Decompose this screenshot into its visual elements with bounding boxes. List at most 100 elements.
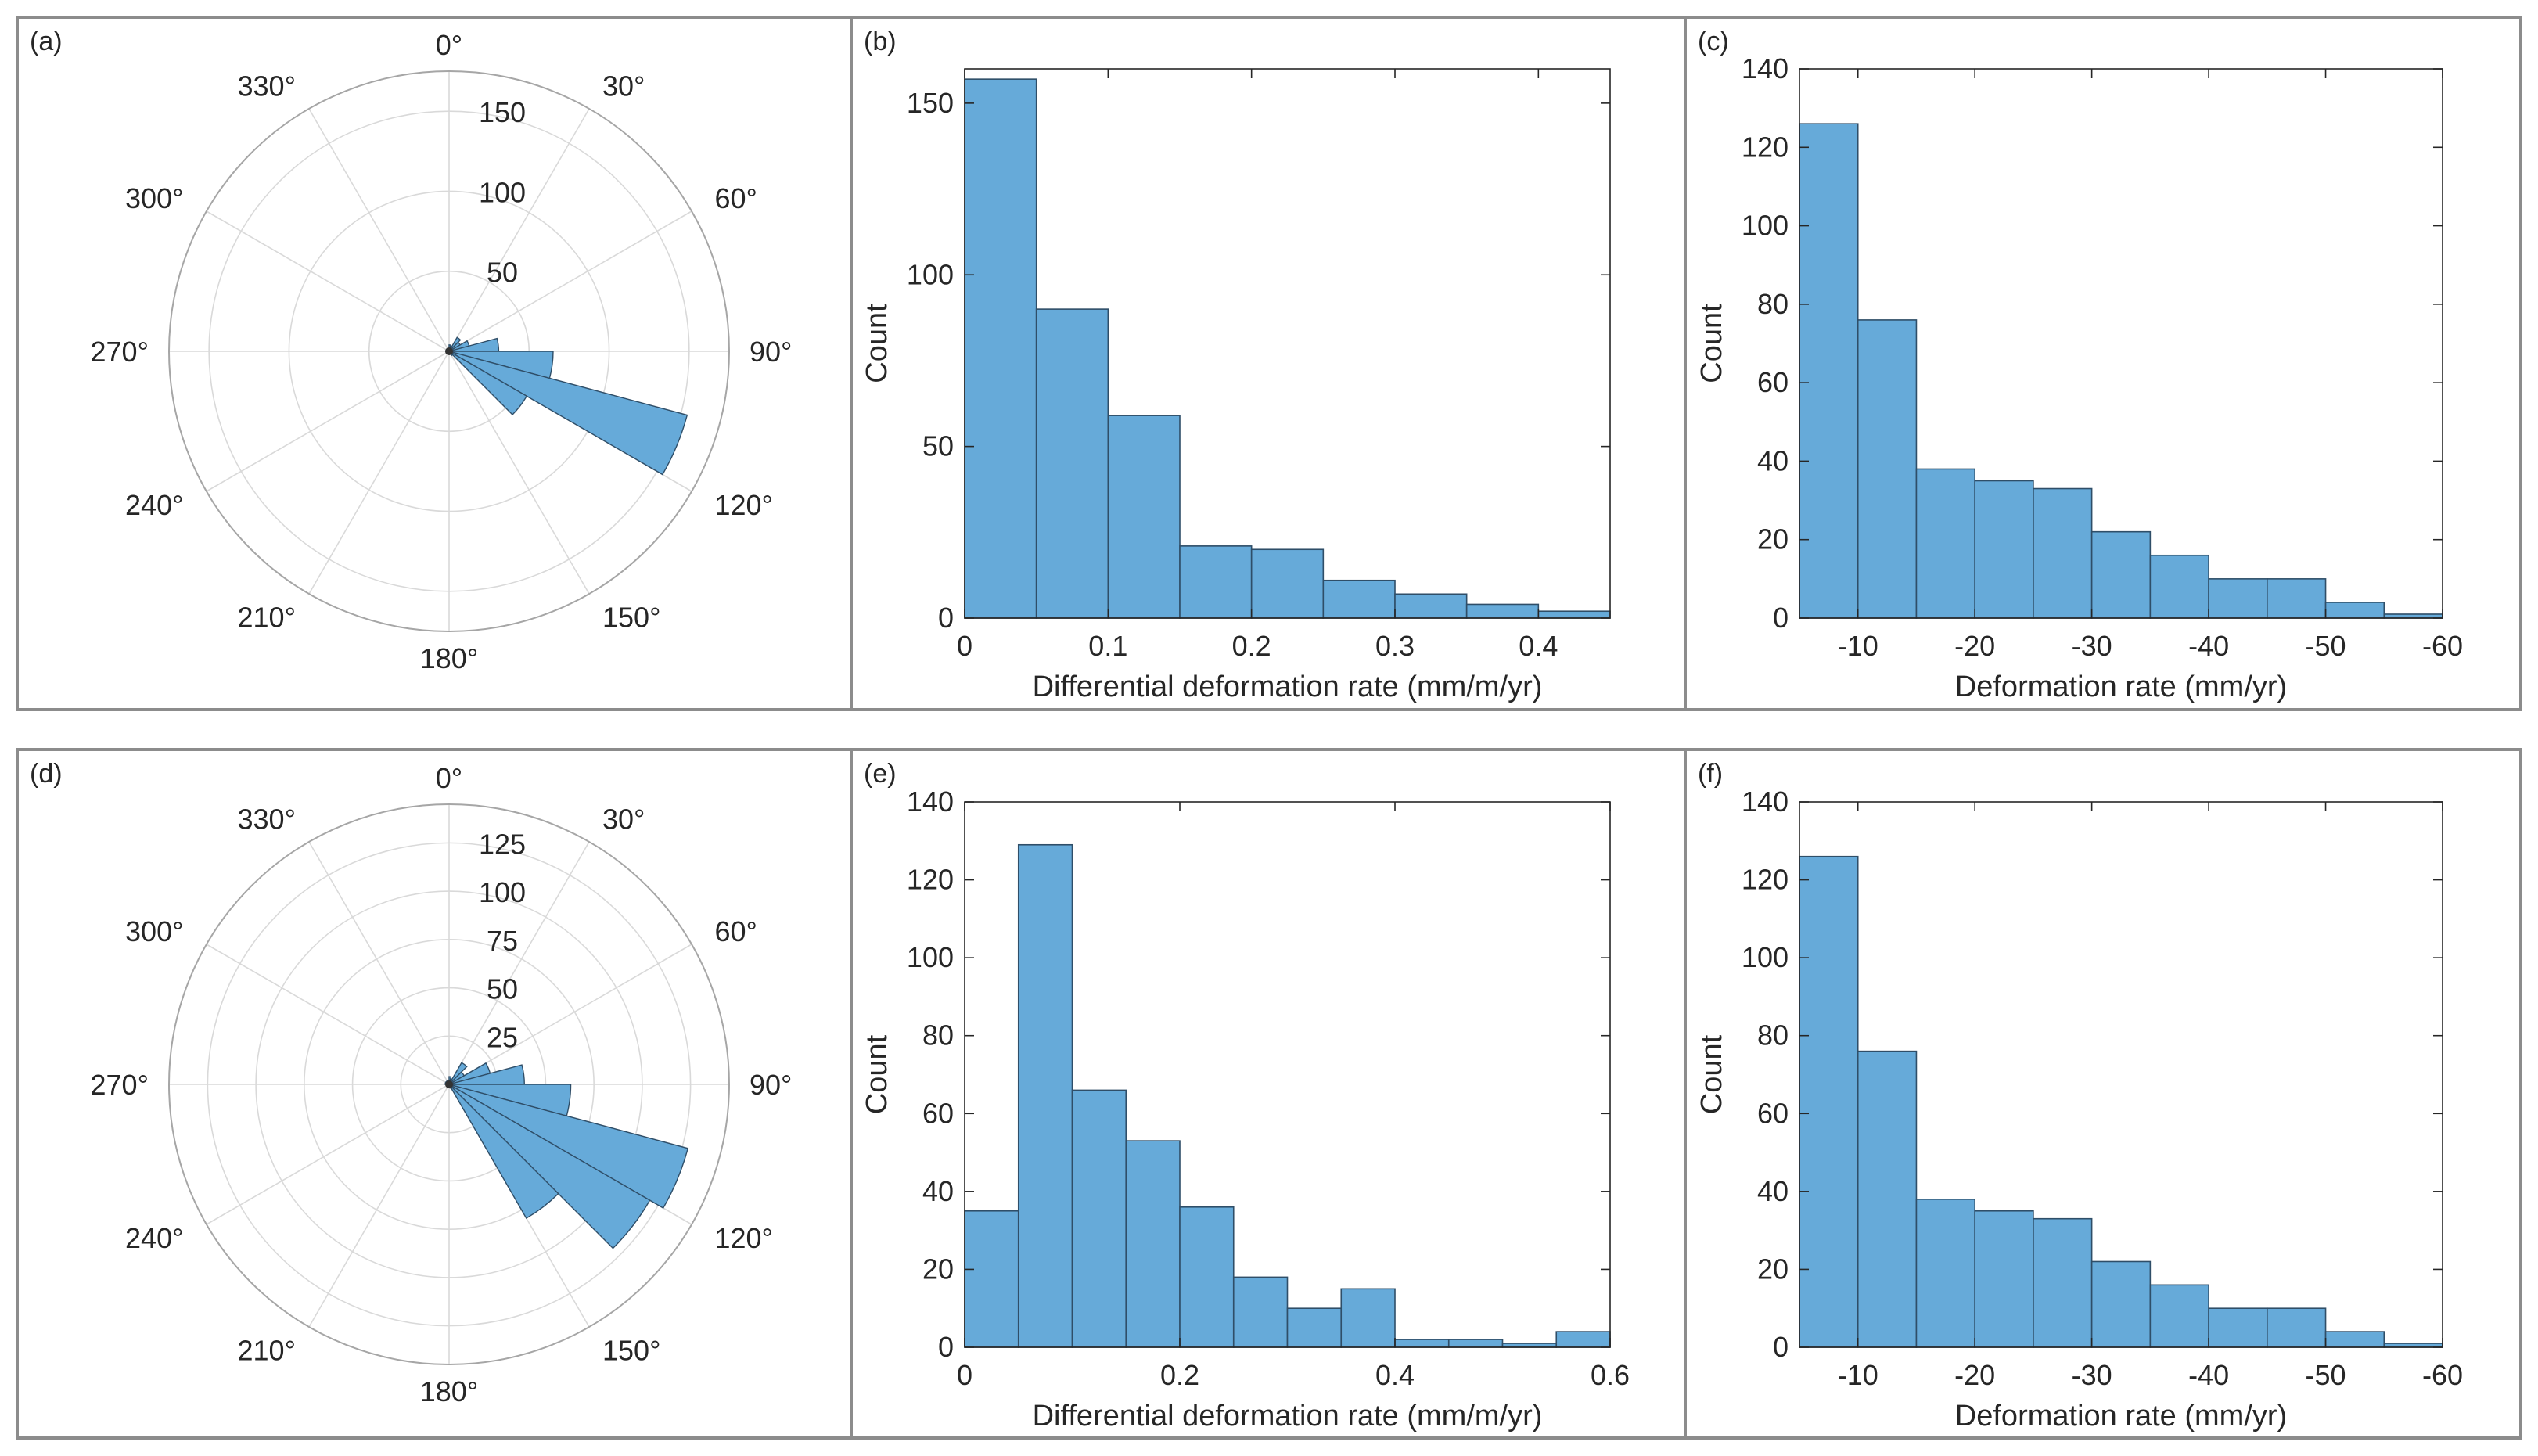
panel-border (1684, 748, 2522, 1440)
y-tick-label: 40 (1757, 1175, 1788, 1207)
y-tick-label: 20 (1757, 1253, 1788, 1285)
x-axis-label: Deformation rate (mm/yr) (1955, 670, 2287, 703)
polar-grid-spoke (308, 1084, 450, 1328)
x-tick-label: -50 (2306, 630, 2346, 662)
theta-tick-label: 150° (602, 601, 660, 633)
y-tick-label: 20 (1757, 523, 1788, 555)
theta-tick-label: 270° (91, 336, 149, 368)
x-tick-label: -60 (2422, 630, 2463, 662)
histogram-bar (1322, 579, 1396, 619)
axes-box (1799, 68, 2443, 619)
histogram-bar (2090, 1260, 2152, 1348)
histogram-bar (2033, 1217, 2093, 1348)
x-tick-label: -40 (2188, 630, 2229, 662)
histogram-bar (1974, 1210, 2034, 1348)
histogram-bar (1286, 1307, 1343, 1348)
panel-label: (f) (1698, 759, 1723, 789)
y-tick-label: 100 (907, 258, 954, 290)
y-tick-label: 80 (1757, 1019, 1788, 1052)
histogram-bar (1394, 593, 1468, 619)
histogram-bar (1179, 1206, 1235, 1348)
polar-grid-spoke (206, 1084, 450, 1225)
y-axis-label: Count (861, 1034, 893, 1114)
histogram-bar (1465, 603, 1540, 619)
histogram-bar (2033, 487, 2093, 619)
r-tick-label: 100 (479, 876, 526, 908)
histogram-bar (1125, 1140, 1181, 1348)
y-tick-label: 140 (1742, 786, 1788, 818)
x-tick-label: 0.4 (1375, 1359, 1415, 1391)
axes-box (964, 801, 1611, 1348)
panel-label: (a) (30, 27, 63, 56)
theta-tick-label: 210° (238, 601, 296, 633)
polar-grid-spoke (206, 210, 450, 352)
panel-label: (e) (864, 759, 897, 789)
y-tick-label: 140 (1742, 52, 1788, 84)
theta-tick-label: 90° (750, 1069, 792, 1101)
theta-tick-label: 120° (714, 1222, 772, 1254)
histogram-bar (2208, 578, 2268, 619)
polar-grid-spoke (206, 351, 450, 492)
polar-grid-spoke (448, 841, 590, 1085)
histogram-bar (1035, 308, 1109, 619)
x-tick-label: -60 (2422, 1359, 2463, 1391)
y-tick-label: 140 (907, 786, 954, 818)
theta-tick-label: 30° (602, 803, 645, 836)
polar-histogram-wedge (448, 1084, 689, 1209)
axes-box (964, 68, 1611, 619)
theta-tick-label: 180° (420, 642, 478, 674)
histogram-bar (964, 78, 1037, 619)
y-tick-label: 20 (922, 1253, 954, 1285)
histogram-bar (2208, 1307, 2268, 1348)
x-tick-label: 0 (957, 1359, 972, 1391)
y-tick-label: 80 (1757, 288, 1788, 320)
panel-1: (a) 0° 30° 60° 90° 120° 150° 180° 210° 240° 270° 30… (16, 16, 853, 711)
histogram-bar (1250, 548, 1325, 619)
polar-outer-circle (168, 803, 730, 1365)
panel-4: (d) 0° 30° 60° 90° 120° 150° 180° 210° 240° 270° 30… (16, 748, 853, 1440)
polar-grid-spoke (448, 944, 692, 1085)
histogram-bar (1915, 468, 1975, 619)
y-tick-label: 120 (1742, 864, 1788, 896)
x-tick-label: -10 (1838, 630, 1878, 662)
y-tick-label: 0 (1773, 1331, 1788, 1363)
histogram-bar (1974, 480, 2034, 619)
theta-tick-label: 300° (125, 915, 183, 947)
polar-grid-spoke (308, 841, 450, 1085)
polar-grid-spoke (206, 944, 450, 1085)
histogram-bar (964, 1210, 1019, 1348)
polar-histogram-wedge (448, 1084, 651, 1249)
r-tick-label: 125 (479, 828, 526, 860)
y-tick-label: 120 (1742, 131, 1788, 163)
theta-tick-label: 90° (750, 336, 792, 368)
histogram-bar (1857, 1050, 1918, 1348)
r-tick-label: 75 (487, 925, 518, 957)
histogram-bar (2149, 1284, 2209, 1348)
polar-center-dot (445, 1080, 453, 1088)
polar-center-dot (445, 347, 453, 355)
histogram-bar (2149, 554, 2209, 619)
x-tick-label: -30 (2072, 630, 2112, 662)
theta-tick-label: 210° (238, 1334, 296, 1366)
x-tick-label: 0.3 (1375, 630, 1415, 662)
y-tick-label: 0 (1773, 602, 1788, 634)
x-tick-label: -20 (1954, 630, 1995, 662)
axes-box (1799, 801, 2443, 1348)
x-tick-label: 0.4 (1519, 630, 1558, 662)
x-tick-label: 0.2 (1160, 1359, 1199, 1391)
theta-tick-label: 120° (714, 489, 772, 521)
y-tick-label: 0 (938, 1331, 954, 1363)
x-tick-label: -50 (2306, 1359, 2346, 1391)
theta-tick-label: 330° (238, 70, 296, 102)
histogram-bar (1915, 1199, 1975, 1348)
histogram-bar (1857, 319, 1918, 619)
y-tick-label: 100 (1742, 210, 1788, 242)
theta-tick-label: 240° (125, 489, 183, 521)
panel-3: (c) -10 -20 -30 -40 -50 -60 0 20 40 60 80 100 120 140 D… (1684, 16, 2522, 711)
y-tick-label: 120 (907, 864, 954, 896)
x-tick-label: 0.2 (1232, 630, 1271, 662)
polar-histogram-wedge (448, 1084, 559, 1220)
theta-tick-label: 30° (602, 70, 645, 102)
panel-6: (f) -10 -20 -30 -40 -50 -60 0 20 40 60 80 100 120 140 D… (1684, 748, 2522, 1440)
panel-label: (c) (1698, 27, 1729, 56)
